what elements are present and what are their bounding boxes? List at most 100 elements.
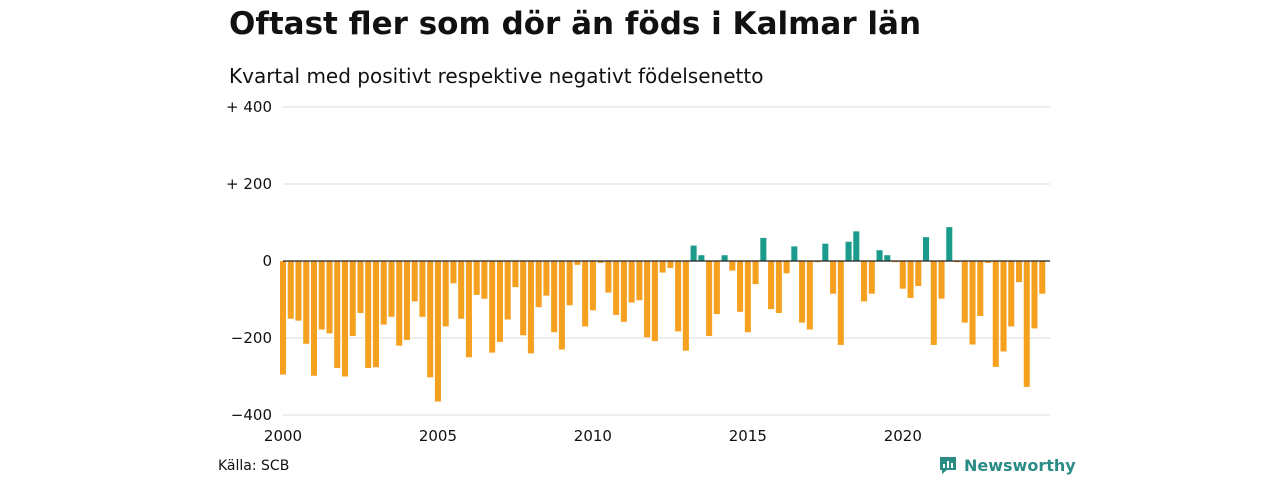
bar: [349, 261, 356, 337]
bar: [822, 243, 829, 261]
bar: [984, 261, 992, 263]
bar: [326, 261, 333, 334]
bar: [582, 261, 589, 327]
bar: [675, 261, 682, 332]
bar: [977, 261, 984, 317]
bar: [737, 261, 744, 312]
bar: [620, 261, 627, 322]
grid-lines: [283, 106, 1050, 416]
bar: [636, 261, 643, 301]
bar: [527, 261, 534, 354]
bar: [388, 261, 395, 317]
bar: [961, 261, 968, 323]
bar: [930, 261, 937, 345]
chart-subtitle: Kvartal med positivt respektive negativt…: [229, 64, 764, 88]
bar: [403, 261, 410, 340]
bar: [806, 261, 813, 330]
y-tick-label: + 200: [226, 175, 272, 193]
x-axis-ticks: 2000 2005 2010 2015 2020: [264, 427, 922, 445]
y-tick-label: + 400: [226, 98, 272, 116]
bar: [1000, 261, 1007, 352]
bar: [597, 261, 604, 263]
bar: [365, 261, 372, 369]
bar: [923, 237, 930, 261]
bar: [566, 261, 573, 306]
bar: [396, 261, 403, 346]
bar: [1015, 261, 1023, 283]
y-tick-label: −200: [231, 329, 272, 347]
bar: [427, 261, 434, 378]
bar: [690, 245, 697, 261]
bar: [868, 261, 875, 294]
bar: [876, 250, 883, 261]
bar: [713, 261, 720, 315]
y-tick-label: 0: [262, 252, 272, 270]
bar: [644, 261, 651, 338]
bar: [558, 261, 565, 350]
bar: [698, 255, 705, 261]
bar: [799, 261, 806, 323]
bar: [450, 261, 457, 284]
bar: [504, 261, 511, 320]
brand-name: Newsworthy: [964, 455, 1076, 475]
bar: [512, 261, 519, 288]
bar: [659, 261, 666, 273]
bar: [861, 261, 868, 302]
bar: [535, 261, 542, 308]
bar: [287, 261, 294, 319]
bar: [938, 261, 945, 299]
bar: [318, 261, 325, 330]
bar: [884, 255, 891, 261]
bar: [853, 231, 860, 261]
bar: [628, 261, 635, 303]
bar: [760, 237, 767, 261]
bar: [613, 261, 620, 315]
bar: [706, 261, 713, 337]
bar: [768, 261, 775, 310]
bar: [605, 261, 612, 293]
bar: [465, 261, 472, 358]
bar: [303, 261, 310, 344]
bar: [419, 261, 426, 317]
bar: [845, 241, 852, 261]
bar: [992, 261, 999, 367]
bar: [915, 261, 922, 287]
bar: [481, 261, 488, 299]
x-tick-label: 2020: [884, 427, 922, 445]
bar: [574, 261, 581, 265]
newsworthy-logo-icon: [940, 457, 956, 474]
bar: [791, 246, 798, 261]
bar: [1039, 261, 1046, 294]
bar: [496, 261, 503, 342]
bar: [783, 261, 790, 274]
brand-logo[interactable]: Newsworthy: [938, 455, 1076, 475]
bar: [543, 261, 550, 296]
x-tick-label: 2000: [264, 427, 302, 445]
bar: [434, 261, 441, 402]
bar: [837, 261, 844, 345]
bar: [442, 261, 449, 327]
bar: [473, 261, 480, 295]
bar: [651, 261, 658, 342]
bar: [729, 261, 736, 271]
bars: [279, 227, 1046, 402]
x-tick-label: 2010: [574, 427, 612, 445]
bar: [279, 261, 287, 375]
bar: [899, 261, 906, 289]
y-tick-label: −400: [231, 406, 272, 424]
bar: [341, 261, 349, 377]
bar: [907, 261, 914, 298]
y-axis-ticks: + 400 + 200 0 −200 −400: [226, 98, 272, 424]
bar: [411, 261, 418, 302]
source-note: Källa: SCB: [218, 458, 290, 474]
bar: [310, 261, 318, 376]
bar: [775, 261, 782, 313]
chart-title: Oftast fler som dör än föds i Kalmar län: [229, 6, 922, 42]
bar: [357, 261, 364, 313]
bar: [380, 261, 387, 325]
bar: [1023, 261, 1030, 387]
bar: [969, 261, 976, 345]
bar: [744, 261, 751, 333]
bar: [830, 261, 837, 294]
bar: [372, 261, 379, 368]
